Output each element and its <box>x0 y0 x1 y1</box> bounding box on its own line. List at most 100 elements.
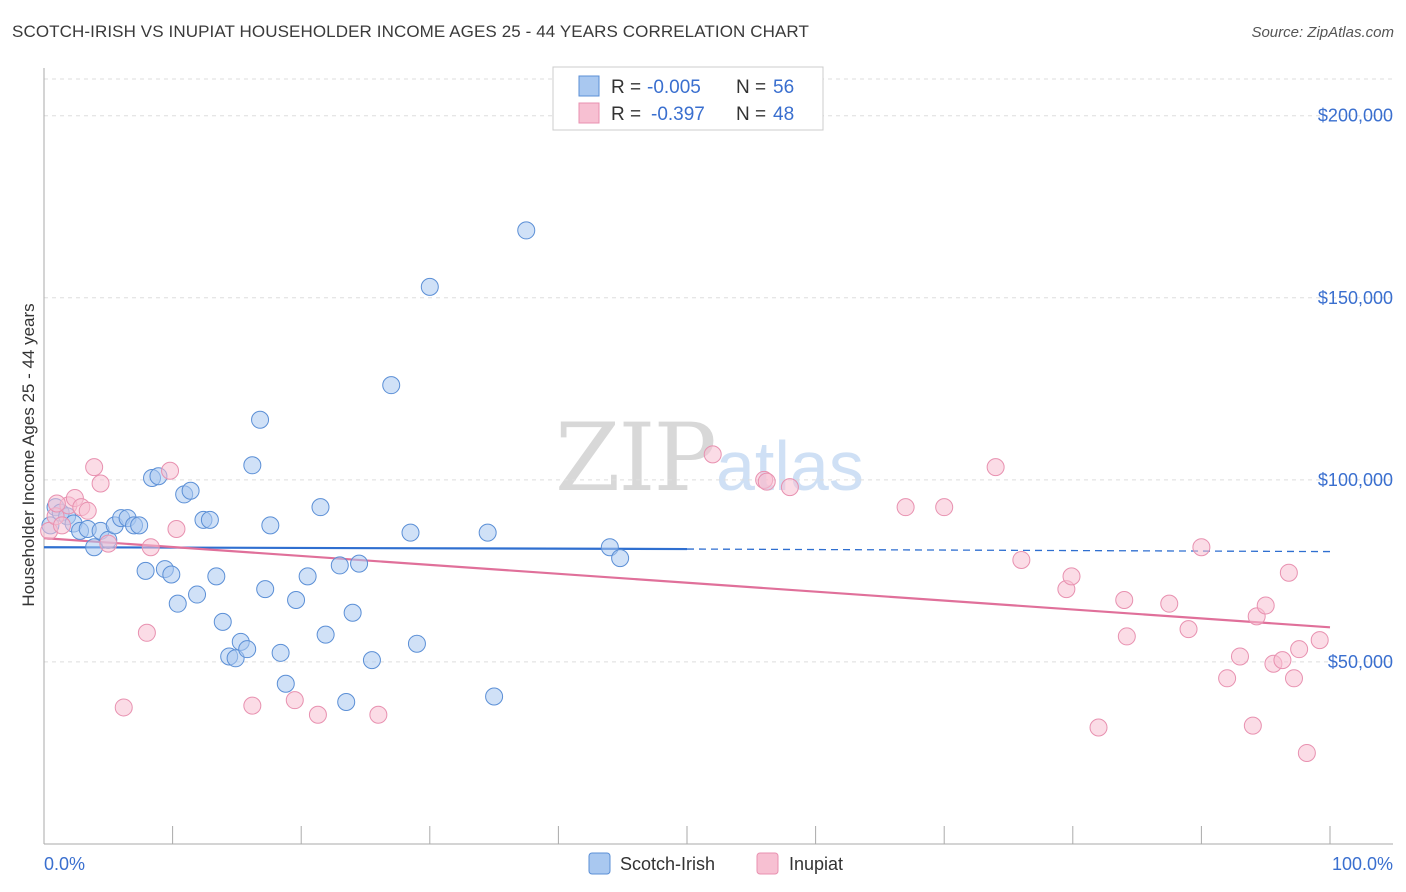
data-point-inupiat <box>167 520 186 539</box>
y-tick-label: $50,000 <box>1328 652 1393 672</box>
data-point-inupiat <box>1256 596 1275 615</box>
bottom-legend-swatch-scotch-irish <box>588 852 611 875</box>
legend-box: R = -0.005 N = 56 R = -0.397 N = 48 <box>552 66 824 131</box>
data-point-inupiat <box>1290 640 1309 659</box>
data-point-scotch-irish <box>256 580 275 599</box>
data-point-scotch-irish <box>136 561 155 580</box>
legend-r-label: R = <box>611 77 641 98</box>
data-point-inupiat <box>1117 627 1136 646</box>
data-point-scotch-irish <box>251 410 270 429</box>
x-tick-label: 100.0% <box>1332 854 1393 874</box>
data-point-scotch-irish <box>407 634 426 653</box>
data-point-scotch-irish <box>276 674 295 693</box>
x-tick-labels: 0.0% 100.0% <box>44 854 1393 874</box>
data-point-inupiat <box>137 623 156 642</box>
data-point-scotch-irish <box>130 516 149 535</box>
legend-swatch-inupiat <box>578 102 600 124</box>
gridlines <box>44 78 1393 663</box>
data-point-scotch-irish <box>485 687 504 706</box>
data-point-scotch-irish <box>611 549 630 568</box>
data-point-scotch-irish <box>213 612 232 631</box>
bottom-legend-label: Inupiat <box>789 854 843 874</box>
data-point-inupiat <box>114 698 133 717</box>
data-point-inupiat <box>1218 669 1237 688</box>
data-point-inupiat <box>91 474 110 493</box>
data-point-scotch-irish <box>343 603 362 622</box>
data-point-inupiat <box>1243 716 1262 735</box>
data-point-scotch-irish <box>271 643 290 662</box>
trend-line-scotch-irish <box>43 546 688 551</box>
data-point-inupiat <box>1297 743 1316 762</box>
data-point-inupiat <box>1115 591 1134 610</box>
trend-line-inupiat <box>43 537 1331 629</box>
y-axis-title: Householder Income Ages 25 - 44 years <box>19 303 38 606</box>
y-tick-labels: $50,000 $100,000 $150,000 $200,000 <box>1318 106 1393 672</box>
data-point-scotch-irish <box>162 565 181 584</box>
x-tick-label: 0.0% <box>44 854 85 874</box>
data-point-inupiat <box>1230 647 1249 666</box>
data-point-inupiat <box>757 472 776 491</box>
legend-r-label: R = <box>611 104 641 125</box>
data-point-scotch-irish <box>181 481 200 500</box>
data-point-scotch-irish <box>382 376 401 395</box>
data-point-inupiat <box>1279 563 1298 582</box>
data-point-inupiat <box>1192 538 1211 557</box>
data-point-scotch-irish <box>316 625 335 644</box>
data-point-scotch-irish <box>337 692 356 711</box>
data-point-inupiat <box>78 501 97 520</box>
source-label: Source: ZipAtlas.com <box>1251 24 1394 41</box>
data-point-scotch-irish <box>243 456 262 475</box>
data-point-scotch-irish <box>207 567 226 586</box>
data-point-scotch-irish <box>238 640 257 659</box>
data-point-scotch-irish <box>330 556 349 575</box>
data-point-inupiat <box>285 691 304 710</box>
trend-lines <box>43 537 1331 629</box>
data-point-inupiat <box>780 478 799 497</box>
scatter-points <box>40 221 1329 762</box>
trend-line-scotch-irish-projection <box>686 548 1331 553</box>
data-point-inupiat <box>896 498 915 517</box>
data-point-inupiat <box>1284 669 1303 688</box>
data-point-scotch-irish <box>517 221 536 240</box>
data-point-inupiat <box>47 494 66 513</box>
data-point-inupiat <box>935 498 954 517</box>
axes <box>43 68 1393 845</box>
legend-r-value: -0.397 <box>651 104 705 125</box>
legend-n-label: N = <box>736 77 766 98</box>
data-point-inupiat <box>99 534 118 553</box>
data-point-scotch-irish <box>261 516 280 535</box>
bottom-legend: Scotch-Irish Inupiat <box>588 852 843 875</box>
data-point-inupiat <box>1310 631 1329 650</box>
data-point-inupiat <box>308 705 327 724</box>
legend-n-value: 48 <box>773 104 794 125</box>
legend-swatch-scotch-irish <box>578 75 600 97</box>
data-point-scotch-irish <box>287 591 306 610</box>
data-point-scotch-irish <box>420 277 439 296</box>
data-point-scotch-irish <box>362 651 381 670</box>
bottom-legend-label: Scotch-Irish <box>620 854 715 874</box>
data-point-scotch-irish <box>298 567 317 586</box>
data-point-scotch-irish <box>188 585 207 604</box>
data-point-inupiat <box>85 458 104 477</box>
data-point-scotch-irish <box>350 554 369 573</box>
data-point-scotch-irish <box>401 523 420 542</box>
data-point-scotch-irish <box>200 510 219 529</box>
data-point-inupiat <box>1012 550 1031 569</box>
y-tick-label: $100,000 <box>1318 470 1393 490</box>
chart-title: SCOTCH-IRISH VS INUPIAT HOUSEHOLDER INCO… <box>12 22 809 41</box>
legend-n-value: 56 <box>773 77 794 98</box>
data-point-inupiat <box>1160 594 1179 613</box>
data-point-inupiat <box>161 461 180 480</box>
data-point-inupiat <box>986 458 1005 477</box>
data-point-inupiat <box>53 516 72 535</box>
data-point-scotch-irish <box>600 538 619 557</box>
data-point-inupiat <box>1062 567 1081 586</box>
data-point-inupiat <box>141 538 160 557</box>
legend-n-label: N = <box>736 104 766 125</box>
data-point-scotch-irish <box>478 523 497 542</box>
y-tick-label: $150,000 <box>1318 288 1393 308</box>
data-point-inupiat <box>703 445 722 464</box>
data-point-inupiat <box>369 705 388 724</box>
y-tick-label: $200,000 <box>1318 106 1393 126</box>
